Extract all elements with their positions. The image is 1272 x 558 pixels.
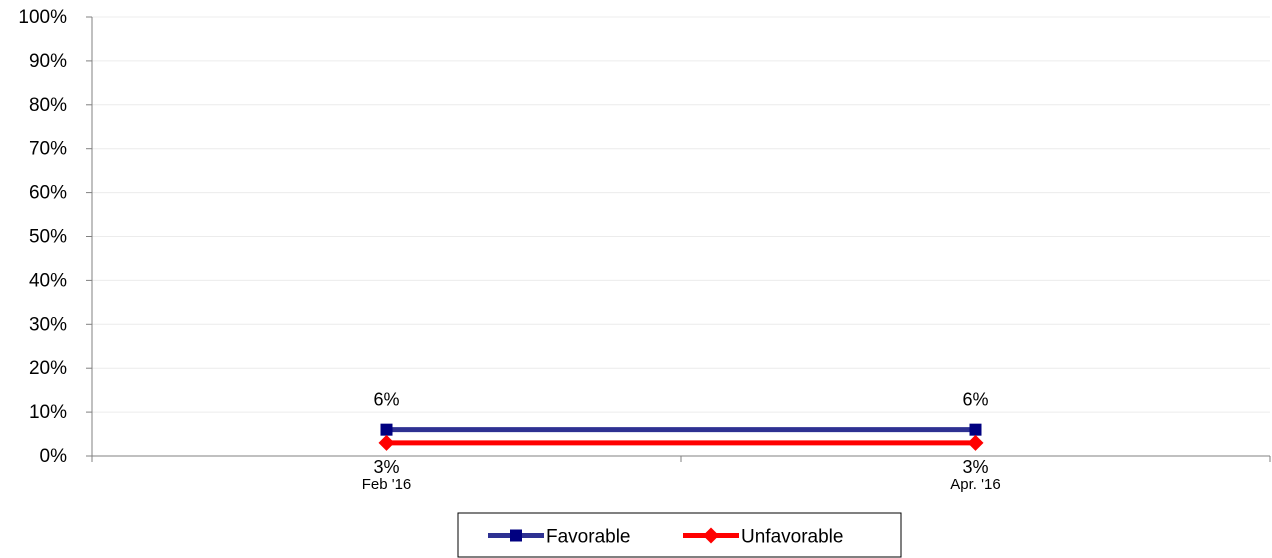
- y-axis-tick-label: 70%: [29, 139, 67, 160]
- x-axis-category-label: Apr. '16: [950, 476, 1000, 493]
- x-axis-tick-labels: Feb '16 Apr. '16: [362, 476, 1001, 493]
- legend-box: [457, 512, 902, 558]
- legend-label-favorable: Favorable: [546, 527, 631, 548]
- x-axis-category-label: Feb '16: [362, 476, 412, 493]
- y-axis-tick-label: 50%: [29, 227, 67, 248]
- data-label-favorable: 6%: [373, 390, 399, 410]
- marker-favorable: [969, 423, 982, 436]
- y-axis-tick-label: 10%: [29, 402, 67, 423]
- marker-unfavorable: [967, 434, 984, 451]
- y-axis-tick-label: 80%: [29, 95, 67, 116]
- y-axis-tick-labels: 0% 10% 20% 30% 40% 50% 60% 70% 80% 90% 100%: [18, 7, 67, 467]
- axes: [86, 16, 1271, 462]
- data-label-favorable: 6%: [962, 390, 988, 410]
- y-axis-tick-label: 30%: [29, 314, 67, 335]
- y-axis-tick-label: 40%: [29, 270, 67, 291]
- series-markers: [378, 423, 984, 451]
- legend-label-unfavorable: Unfavorable: [741, 527, 843, 548]
- data-label-unfavorable: 3%: [962, 457, 988, 477]
- gridlines: [92, 16, 1270, 413]
- marker-unfavorable: [378, 434, 395, 451]
- y-axis-tick-label: 100%: [18, 7, 67, 28]
- legend-swatch-marker-unfavorable: [703, 527, 719, 544]
- data-labels: 6% 6% 3% 3%: [373, 390, 988, 477]
- marker-favorable: [380, 423, 393, 436]
- y-axis-tick-label: 20%: [29, 358, 67, 379]
- legend: Favorable Unfavorable: [457, 512, 902, 558]
- series-lines: [386, 427, 976, 446]
- data-label-unfavorable: 3%: [373, 457, 399, 477]
- y-axis-tick-label: 90%: [29, 51, 67, 72]
- y-axis-tick-label: 0%: [40, 446, 68, 467]
- legend-swatch-marker-favorable: [510, 529, 522, 542]
- y-axis-tick-label: 60%: [29, 183, 67, 204]
